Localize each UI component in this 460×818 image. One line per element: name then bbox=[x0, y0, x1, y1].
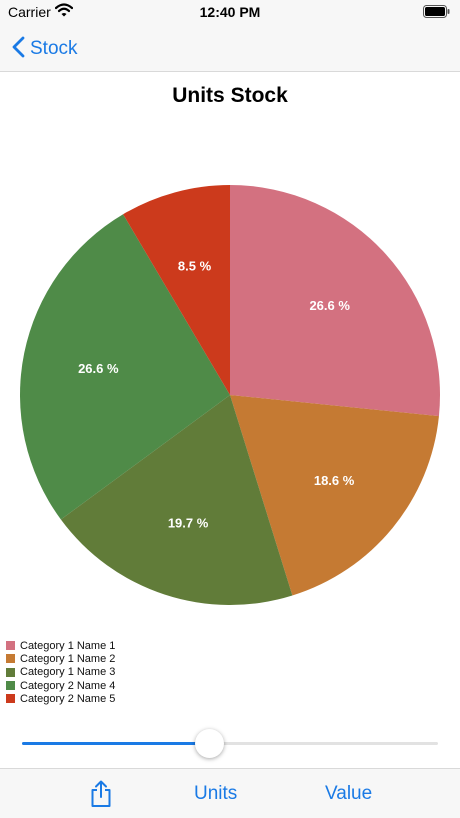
status-bar: Carrier 12:40 PM bbox=[0, 0, 460, 26]
legend-item: Category 2 Name 4 bbox=[6, 679, 115, 692]
legend-label: Category 2 Name 5 bbox=[20, 692, 116, 705]
value-slider[interactable] bbox=[22, 728, 438, 758]
pie-chart: 26.6 % 18.6 % 19.7 % 26.6 % 8.5 % bbox=[19, 185, 441, 605]
legend-item: Category 1 Name 2 bbox=[6, 652, 115, 665]
status-time: 12:40 PM bbox=[199, 4, 261, 20]
bottom-toolbar: Units Value bbox=[0, 768, 460, 818]
legend-label: Category 1 Name 3 bbox=[20, 666, 116, 679]
battery-icon bbox=[423, 5, 450, 23]
slice-label-5: 8.5 % bbox=[178, 258, 212, 273]
chevron-left-icon bbox=[12, 36, 25, 63]
slice-label-2: 18.6 % bbox=[314, 473, 355, 488]
pie-slice-1[interactable] bbox=[230, 185, 441, 417]
legend-label: Category 2 Name 4 bbox=[20, 679, 116, 692]
navigation-bar: Stock bbox=[0, 26, 460, 72]
pie-slice-3[interactable] bbox=[60, 395, 293, 605]
legend-swatch bbox=[6, 694, 15, 704]
legend-item: Category 2 Name 5 bbox=[6, 692, 115, 705]
pie-slice-4[interactable] bbox=[19, 214, 231, 520]
chart-title: Units Stock bbox=[172, 84, 288, 107]
units-button[interactable]: Units bbox=[194, 783, 238, 804]
carrier-label: Carrier bbox=[8, 4, 51, 20]
slider-fill bbox=[22, 742, 210, 745]
slice-label-4: 26.6 % bbox=[78, 361, 119, 376]
chart-legend: Category 1 Name 1 Category 1 Name 2 Catego… bbox=[6, 639, 115, 705]
legend-item: Category 1 Name 1 bbox=[6, 639, 115, 652]
pie-slice-2[interactable] bbox=[230, 395, 439, 596]
legend-swatch bbox=[6, 681, 15, 691]
slider-track bbox=[22, 742, 438, 745]
legend-label: Category 1 Name 1 bbox=[20, 639, 116, 652]
legend-item: Category 1 Name 3 bbox=[6, 666, 115, 679]
slider-thumb[interactable] bbox=[195, 729, 225, 758]
value-button[interactable]: Value bbox=[325, 783, 373, 804]
back-button-label: Stock bbox=[30, 38, 78, 59]
legend-swatch bbox=[6, 641, 15, 651]
legend-label: Category 1 Name 2 bbox=[20, 652, 116, 665]
slice-label-3: 19.7 % bbox=[168, 516, 209, 531]
share-icon[interactable] bbox=[89, 780, 113, 808]
legend-swatch bbox=[6, 654, 15, 664]
back-button[interactable]: Stock bbox=[12, 36, 78, 62]
legend-swatch bbox=[6, 667, 15, 677]
pie-slice-5[interactable] bbox=[123, 185, 230, 395]
slice-label-1: 26.6 % bbox=[309, 298, 350, 313]
wifi-icon bbox=[54, 3, 74, 22]
